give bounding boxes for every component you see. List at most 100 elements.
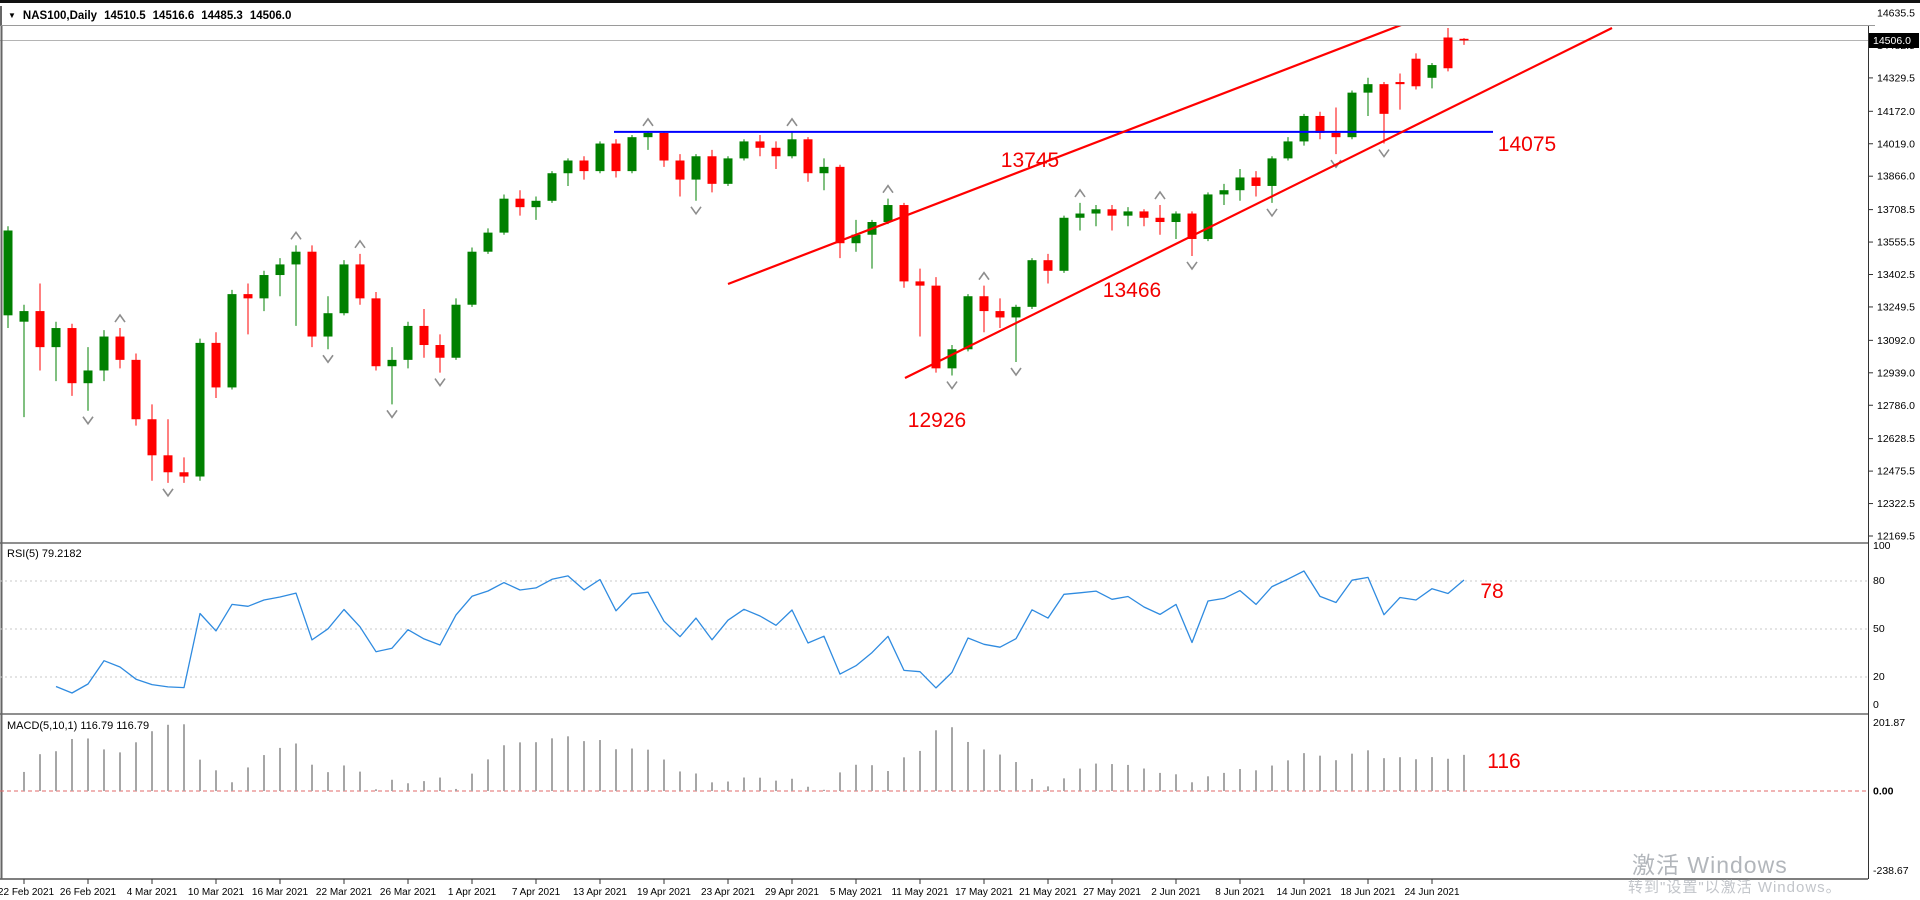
candle-up	[451, 298, 461, 360]
fractal-up-icon	[354, 239, 366, 249]
candle-down	[1107, 205, 1117, 231]
candle-up	[275, 258, 285, 297]
fractal-down-icon	[434, 378, 446, 387]
rsi-indicator-label: RSI(5) 79.2182	[7, 548, 82, 560]
candle-up	[595, 141, 605, 174]
price-annotation-14075[interactable]: 14075	[1498, 133, 1556, 156]
rsi-axis-label: 50	[1873, 623, 1885, 635]
candle-up	[19, 304, 29, 418]
chart-canvas[interactable]: 14635.514482.514329.514172.014019.013866…	[0, 3, 1920, 900]
time-axis-label: 1 Apr 2021	[448, 887, 497, 898]
candle-down	[979, 285, 989, 333]
price-annotation-116[interactable]: 116	[1487, 750, 1520, 773]
candle-down	[771, 141, 781, 169]
candle-down	[371, 291, 381, 371]
price-axis-label: 13866.0	[1877, 171, 1915, 183]
candle-up	[387, 347, 397, 405]
candle-up	[947, 345, 957, 376]
time-axis-label: 18 Jun 2021	[1340, 887, 1395, 898]
candle-up	[467, 247, 477, 307]
price-axis-label: 13555.5	[1877, 237, 1915, 249]
fractal-down-icon	[386, 409, 398, 419]
candle-up	[643, 131, 653, 150]
time-axis-label: 8 Jun 2021	[1215, 887, 1265, 898]
rsi-line	[55, 570, 1465, 694]
price-axis-label: 13402.5	[1877, 269, 1915, 281]
symbol-period-label: NAS100,Daily	[22, 9, 98, 22]
time-axis-label: 17 May 2021	[955, 887, 1013, 898]
fractal-down-icon	[82, 416, 94, 426]
price-axis-label: 14172.0	[1877, 106, 1915, 118]
time-axis-label: 2 Jun 2021	[1151, 887, 1201, 898]
time-axis-label: 27 May 2021	[1083, 887, 1141, 898]
price-annotation-12926[interactable]: 12926	[908, 409, 966, 432]
fractal-down-icon	[1378, 149, 1390, 158]
candle-up	[1219, 183, 1229, 206]
candle-up	[1235, 168, 1245, 201]
fractal-down-icon	[1010, 367, 1022, 377]
candle-up	[531, 196, 541, 220]
price-axis-label: 12628.5	[1877, 433, 1915, 445]
candle-down	[1043, 253, 1053, 284]
macd-axis-label: 201.87	[1873, 717, 1905, 729]
candle-up	[1363, 77, 1373, 116]
price-axis-label: 14329.5	[1877, 72, 1915, 84]
time-axis-label: 7 Apr 2021	[512, 887, 561, 898]
fractal-up-icon	[290, 230, 302, 240]
candle-up	[51, 321, 61, 382]
candle-down	[995, 298, 1005, 329]
price-axis-label: 13092.0	[1877, 335, 1915, 347]
candle-up	[739, 139, 749, 161]
candle-up	[483, 228, 493, 254]
candle-down	[147, 404, 157, 481]
price-axis-label: 12786.0	[1877, 400, 1915, 412]
fractal-down-icon	[1266, 208, 1278, 218]
time-axis-label: 26 Mar 2021	[380, 887, 437, 898]
windows-activation-watermark-title: 激活 Windows	[1632, 852, 1788, 878]
price-axis-label: 12939.0	[1877, 367, 1915, 379]
candle-up	[1059, 215, 1069, 273]
candle-up	[227, 289, 237, 390]
fractal-down-icon	[690, 206, 702, 216]
candle-down	[835, 164, 845, 259]
time-axis-label: 4 Mar 2021	[127, 887, 178, 898]
candle-up	[1123, 207, 1133, 227]
candle-down	[579, 156, 589, 180]
candle-down	[1411, 53, 1421, 90]
macd-indicator-label: MACD(5,10,1) 116.79 116.79	[7, 720, 150, 732]
candle-down	[755, 135, 765, 157]
fractal-up-icon	[114, 313, 126, 323]
fractal-down-icon	[1186, 261, 1198, 271]
candle-down	[1459, 38, 1469, 45]
macd-axis-label: 0.00	[1873, 786, 1894, 798]
candle-down	[131, 353, 141, 426]
rsi-axis-label: 0	[1873, 699, 1879, 711]
time-axis-label: 13 Apr 2021	[573, 887, 627, 898]
symbol-dropdown-icon[interactable]: ▼	[8, 11, 16, 20]
candle-down	[675, 154, 685, 197]
price-annotation-13745[interactable]: 13745	[1001, 149, 1059, 172]
fractal-down-icon	[946, 381, 958, 390]
candle-up	[1075, 202, 1085, 231]
candle-up	[691, 154, 701, 201]
price-annotation-13466[interactable]: 13466	[1103, 279, 1161, 302]
channel-upper-trendline[interactable]	[727, 5, 1449, 286]
channel-lower-trendline[interactable]	[904, 27, 1613, 379]
time-axis-label: 29 Apr 2021	[765, 887, 819, 898]
candle-down	[1251, 171, 1261, 197]
candle-down	[659, 131, 669, 167]
candle-up	[787, 131, 797, 159]
price-annotation-78[interactable]: 78	[1480, 580, 1503, 603]
fractal-up-icon	[882, 184, 894, 194]
candle-up	[99, 330, 109, 382]
candle-down	[307, 245, 317, 348]
candle-up	[627, 135, 637, 174]
candle-down	[243, 283, 253, 335]
candle-up	[1299, 113, 1309, 146]
candle-up	[1027, 258, 1037, 309]
candle-down	[803, 137, 813, 182]
low-value: 14485.3	[201, 9, 243, 22]
candle-up	[339, 260, 349, 316]
candle-up	[403, 321, 413, 369]
price-axis-label: 14635.5	[1877, 8, 1915, 20]
